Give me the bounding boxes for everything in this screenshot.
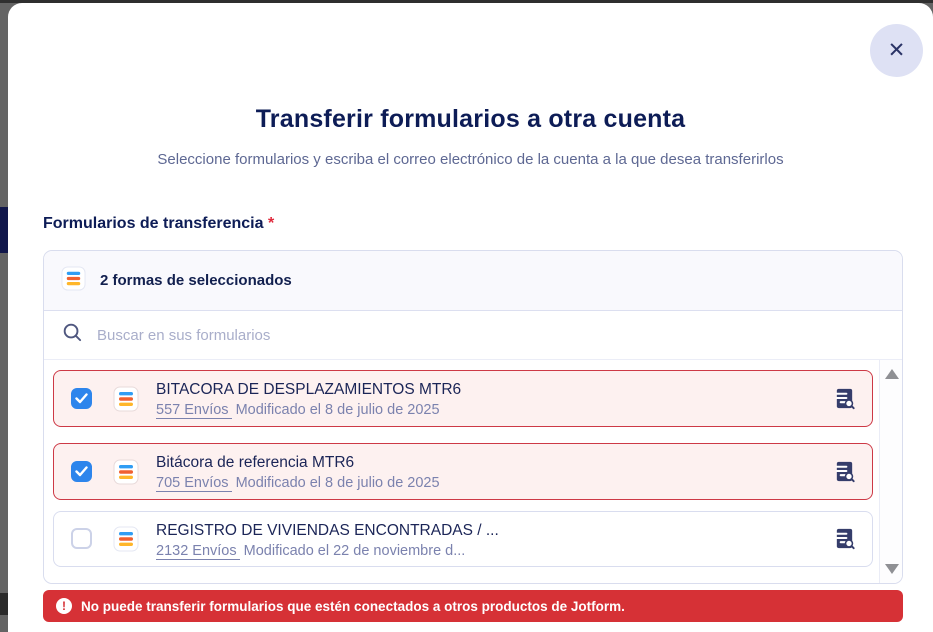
required-asterisk: * — [267, 215, 275, 232]
modal-subtitle: Seleccione formularios y escriba el corr… — [157, 151, 784, 168]
page-background-top — [0, 0, 933, 3]
transfer-forms-field-label: Formularios de transferencia * — [43, 215, 274, 233]
form-title: REGISTRO DE VIVIENDAS ENCONTRADAS / ... — [156, 522, 499, 539]
scrollbar[interactable] — [879, 360, 902, 583]
form-item-text: Bitácora de referencia MTR6 705 Envíos M… — [156, 452, 440, 493]
submissions-link[interactable]: 705 Envíos — [156, 475, 232, 492]
modal-title: Transferir formularios a otra cuenta — [255, 105, 686, 133]
modified-date: Modificado el 22 de noviembre d... — [243, 543, 466, 559]
form-icon — [113, 459, 139, 490]
error-exclamation-icon: ! — [56, 598, 72, 614]
form-checkbox[interactable] — [71, 460, 92, 482]
form-item-text: BITACORA DE DESPLAZAMIENTOS MTR6 557 Env… — [156, 379, 461, 420]
error-banner-text: No puede transferir formularios que esté… — [81, 598, 625, 614]
transfer-forms-modal: ✕ Transferir formularios a otra cuenta S… — [8, 3, 933, 632]
form-preview-button[interactable] — [833, 387, 856, 413]
form-list-item[interactable]: Bitácora de referencia MTR6 705 Envíos M… — [53, 443, 873, 500]
form-icon — [113, 526, 139, 557]
close-button[interactable]: ✕ — [870, 24, 923, 77]
form-list-item[interactable]: REGISTRO DE VIVIENDAS ENCONTRADAS / ... … — [53, 511, 873, 567]
form-picker: 2 formas de seleccionados — [43, 250, 903, 584]
form-preview-button[interactable] — [833, 527, 856, 553]
form-meta: 705 Envíos Modificado el 8 de julio de 2… — [156, 473, 440, 493]
forms-list: BITACORA DE DESPLAZAMIENTOS MTR6 557 Env… — [44, 360, 902, 583]
form-icon — [113, 386, 139, 417]
form-title: Bitácora de referencia MTR6 — [156, 454, 355, 471]
selected-forms-count: 2 formas de seleccionados — [100, 272, 292, 289]
form-meta: 2132 Envíos Modificado el 22 de noviembr… — [156, 541, 499, 561]
form-preview-button[interactable] — [833, 460, 856, 486]
search-icon — [62, 322, 83, 348]
form-list-item[interactable]: BITACORA DE DESPLAZAMIENTOS MTR6 557 Env… — [53, 370, 873, 427]
form-item-text: REGISTRO DE VIVIENDAS ENCONTRADAS / ... … — [156, 520, 499, 561]
page-background-navy-block — [0, 207, 8, 253]
search-row — [44, 311, 902, 360]
form-title: BITACORA DE DESPLAZAMIENTOS MTR6 — [156, 381, 462, 398]
page-background-dark-block — [0, 593, 8, 615]
selected-forms-summary-row[interactable]: 2 formas de seleccionados — [44, 251, 902, 311]
form-checkbox[interactable] — [71, 387, 92, 409]
submissions-link[interactable]: 557 Envíos — [156, 402, 232, 419]
form-icon — [61, 265, 86, 296]
modified-date: Modificado el 8 de julio de 2025 — [235, 475, 440, 491]
form-checkbox[interactable] — [71, 528, 92, 549]
error-banner: ! No puede transferir formularios que es… — [43, 590, 903, 622]
form-meta: 557 Envíos Modificado el 8 de julio de 2… — [156, 400, 461, 420]
modified-date: Modificado el 8 de julio de 2025 — [235, 402, 440, 418]
field-label-text: Formularios de transferencia — [43, 215, 264, 232]
scroll-up-arrow-icon[interactable] — [885, 369, 899, 379]
scroll-down-arrow-icon[interactable] — [885, 564, 899, 574]
search-input[interactable] — [97, 320, 902, 350]
submissions-link[interactable]: 2132 Envíos — [156, 543, 240, 560]
